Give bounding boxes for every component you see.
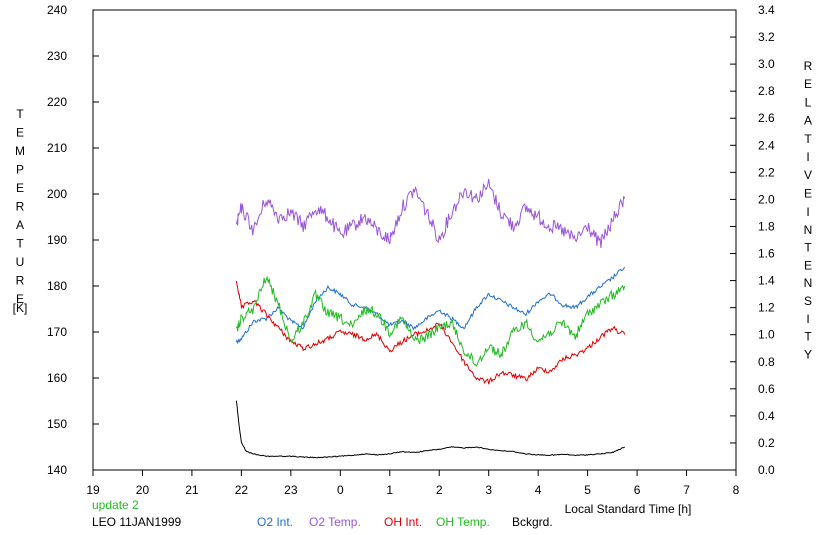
left-axis-letter: T (16, 107, 24, 121)
left-axis-letter: T (16, 237, 24, 251)
right-tick-label: 2.0 (758, 192, 775, 206)
right-axis-letter: I (806, 150, 809, 164)
right-tick-label: 1.0 (758, 328, 775, 342)
x-tick-label: 19 (86, 483, 100, 497)
left-tick-label: 200 (47, 187, 67, 201)
left-tick-label: 220 (47, 95, 67, 109)
left-tick-label: 140 (47, 463, 67, 477)
plot-frame (92, 9, 737, 471)
right-tick-label: 0.4 (758, 409, 775, 423)
right-axis-letter: S (804, 294, 812, 308)
right-tick-label: 2.4 (758, 138, 775, 152)
label-layer: 1401501601701801902002102202302400.00.20… (13, 3, 813, 529)
right-tick-label: 1.4 (758, 274, 775, 288)
legend-entry: O2 Int. (257, 515, 293, 529)
right-tick-label: 0.6 (758, 382, 775, 396)
x-tick-label: 23 (284, 483, 298, 497)
axes-layer (92, 9, 737, 476)
right-tick-label: 3.0 (758, 57, 775, 71)
right-tick-label: 2.6 (758, 111, 775, 125)
right-tick-label: 0.8 (758, 355, 775, 369)
right-tick-label: 0.2 (758, 436, 775, 450)
x-tick-label: 6 (634, 483, 641, 497)
series-line-oh-temp (235, 275, 626, 367)
x-tick-label: 3 (485, 483, 492, 497)
left-tick-label: 210 (47, 141, 67, 155)
right-tick-label: 3.4 (758, 3, 775, 17)
left-axis-letter: R (16, 200, 25, 214)
x-tick-label: 8 (733, 483, 740, 497)
series-line-o2-temp (235, 178, 626, 249)
right-axis-letter: N (804, 223, 813, 237)
legend-entry: Bckgrd. (512, 515, 553, 529)
left-axis-letter: E (16, 181, 24, 195)
series-line-oh-int (235, 280, 626, 385)
right-axis-letter: I (806, 205, 809, 219)
right-tick-label: 1.6 (758, 247, 775, 261)
x-tick-label: 21 (185, 483, 199, 497)
right-tick-label: 2.2 (758, 165, 775, 179)
left-tick-label: 240 (47, 3, 67, 17)
left-axis-letter: R (16, 274, 25, 288)
x-tick-label: 20 (136, 483, 150, 497)
series-line-o2-int (235, 266, 626, 345)
x-tick-label: 4 (535, 483, 542, 497)
left-tick-label: 170 (47, 325, 67, 339)
right-axis-letter: N (804, 276, 813, 290)
series-layer (235, 178, 626, 459)
right-axis-letter: L (805, 95, 812, 109)
left-axis-letter: P (16, 163, 24, 177)
right-tick-label: 1.8 (758, 219, 775, 233)
update-label: update 2 (92, 498, 139, 512)
right-axis-letter: T (804, 132, 812, 146)
legend-entry: OH Int. (384, 515, 422, 529)
right-tick-label: 1.2 (758, 301, 775, 315)
x-tick-label: 1 (386, 483, 393, 497)
right-tick-label: 3.2 (758, 30, 775, 44)
x-tick-label: 2 (436, 483, 443, 497)
station-date-label: LEO 11JAN1999 (92, 515, 181, 529)
right-axis-letter: E (804, 258, 812, 272)
x-tick-label: 7 (683, 483, 690, 497)
right-axis-letter: T (804, 241, 812, 255)
left-tick-label: 190 (47, 233, 67, 247)
left-axis-letter: E (16, 292, 24, 306)
right-axis-letter: E (804, 186, 812, 200)
x-tick-label: 5 (584, 483, 591, 497)
x-axis-label: Local Standard Time [h] (565, 502, 692, 516)
right-axis-letter: E (804, 77, 812, 91)
left-axis-unit: [K] (13, 301, 28, 315)
left-axis-letter: A (16, 218, 24, 232)
right-axis-letter: Y (804, 347, 812, 361)
legend-entry: OH Temp. (436, 515, 490, 529)
series-line-background (235, 400, 625, 459)
right-axis-letter: I (806, 312, 809, 326)
right-axis-letter: R (804, 59, 813, 73)
right-axis-letter: A (804, 114, 812, 128)
right-tick-label: 2.8 (758, 84, 775, 98)
x-tick-label: 0 (337, 483, 344, 497)
left-tick-label: 180 (47, 279, 67, 293)
left-tick-label: 230 (47, 49, 67, 63)
x-tick-label: 22 (235, 483, 249, 497)
left-axis-letter: U (16, 255, 25, 269)
right-tick-label: 0.0 (758, 463, 775, 477)
left-tick-label: 160 (47, 371, 67, 385)
left-axis-letter: M (15, 144, 25, 158)
legend-entry: O2 Temp. (309, 515, 361, 529)
right-axis-letter: T (804, 330, 812, 344)
left-axis-letter: E (16, 126, 24, 140)
right-axis-letter: V (804, 168, 812, 182)
left-tick-label: 150 (47, 417, 67, 431)
